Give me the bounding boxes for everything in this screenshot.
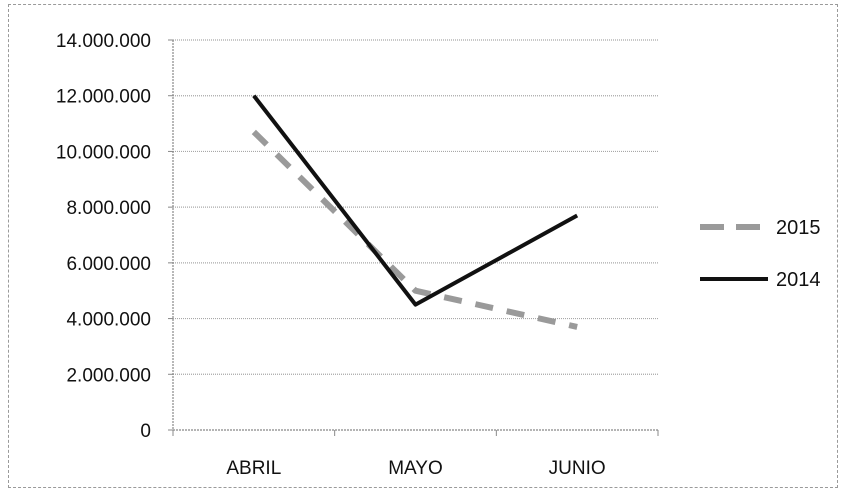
legend-label: 2015 — [776, 217, 821, 239]
series-lines — [251, 94, 579, 330]
axes — [168, 39, 659, 436]
x-tick-label: ABRIL — [226, 458, 281, 479]
y-tick-label: 10.000.000 — [56, 142, 151, 163]
y-tick-label: 0 — [140, 421, 151, 442]
y-tick-label: 2.000.000 — [66, 365, 151, 386]
x-tick-label: JUNIO — [549, 458, 606, 479]
y-axis-tick-labels: 0 2.000.000 4.000.000 6.000.000 8.000.000 10.… — [56, 31, 151, 442]
gridlines — [173, 39, 658, 375]
chart-frame — [8, 4, 838, 488]
series-line-2015 — [251, 129, 578, 330]
legend: 2015 2014 — [700, 217, 821, 291]
y-tick-label: 12.000.000 — [56, 87, 151, 108]
x-tick-label: MAYO — [388, 458, 443, 479]
y-tick-label: 6.000.000 — [66, 254, 151, 275]
y-tick-label: 8.000.000 — [66, 198, 151, 219]
legend-label: 2014 — [776, 269, 821, 291]
y-tick-label: 14.000.000 — [56, 31, 151, 52]
series-line-2014 — [252, 94, 579, 307]
x-axis-tick-labels: ABRIL MAYO JUNIO — [226, 458, 605, 479]
y-tick-label: 4.000.000 — [66, 310, 151, 331]
